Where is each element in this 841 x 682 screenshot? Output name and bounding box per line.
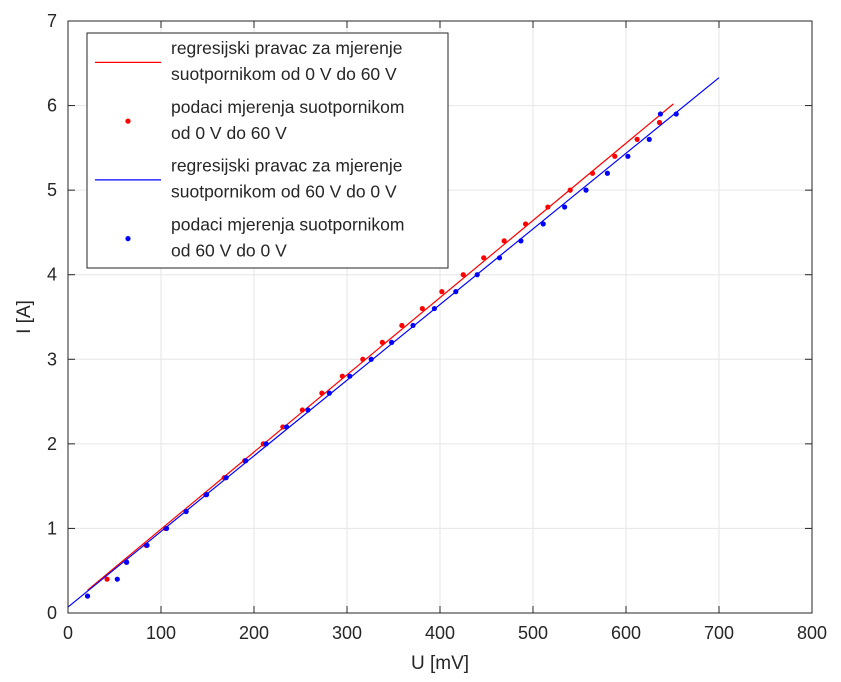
legend-label: regresijski pravac za mjerenje: [171, 156, 402, 176]
data-point-1: [339, 373, 345, 379]
legend-label: suotpornikom od 0 V do 60 V: [171, 64, 397, 84]
data-point-3: [84, 593, 91, 599]
data-point-3: [673, 111, 679, 117]
data-point-3: [368, 356, 374, 362]
legend: regresijski pravac za mjerenje suotpornik…: [86, 32, 449, 269]
data-point-1: [656, 119, 663, 126]
y-tick-label: 6: [47, 96, 57, 116]
y-tick-labels: 0 1 2 3 4 5 6 7: [47, 11, 57, 623]
data-point-3: [183, 508, 189, 515]
data-point-1: [589, 170, 596, 176]
data-point-1: [634, 136, 640, 142]
x-tick-labels: 0 100 200 300 400 500 600 700 800: [63, 623, 827, 643]
y-tick-label: 7: [47, 11, 57, 31]
data-point-1: [522, 221, 529, 227]
data-point-1: [419, 305, 425, 312]
data-point-3: [646, 136, 652, 142]
x-tick-label: 700: [704, 623, 734, 643]
data-point-3: [114, 576, 120, 582]
legend-label: podaci mjerenja suotpornikom: [171, 97, 404, 117]
data-point-3: [326, 390, 332, 396]
data-point-3: [410, 322, 416, 329]
legend-label: podaci mjerenja suotpornikom: [171, 214, 404, 234]
data-point-3: [431, 305, 438, 312]
data-point-1: [360, 356, 366, 362]
data-point-3: [283, 424, 290, 430]
data-point-3: [123, 559, 130, 565]
data-point-3: [263, 441, 269, 447]
x-tick-label: 0: [63, 623, 73, 643]
axes-box: [67, 20, 813, 614]
data-point-3: [203, 492, 210, 498]
y-tick-label: 4: [47, 265, 57, 285]
data-point-1: [460, 272, 466, 278]
y-tick-label: 1: [47, 518, 57, 538]
y-tick-label: 5: [47, 180, 57, 200]
x-tick-label: 400: [425, 623, 455, 643]
data-point-3: [223, 475, 229, 481]
data-point-1: [481, 255, 487, 261]
y-axis-label: I [A]: [14, 300, 35, 334]
data-point-1: [379, 339, 385, 345]
x-axis-label: U [mV]: [411, 653, 469, 674]
data-point-3: [453, 289, 459, 295]
y-tick-label: 0: [47, 603, 57, 623]
data-point-3: [496, 255, 503, 261]
data-point-3: [389, 339, 395, 345]
data-point-3: [163, 525, 170, 532]
data-point-1: [299, 407, 305, 413]
data-point-1: [612, 153, 618, 159]
data-point-3: [657, 111, 664, 117]
data-point-1: [280, 424, 286, 430]
plot-content: [67, 77, 720, 608]
data-point-3: [474, 272, 480, 278]
x-tick-label: 500: [518, 623, 548, 643]
legend-point-swatch: [125, 118, 131, 124]
x-tick-label: 200: [239, 623, 269, 643]
data-point-1: [545, 204, 551, 210]
x-tick-label: 800: [797, 623, 827, 643]
data-point-3: [518, 238, 524, 244]
data-point-3: [347, 373, 353, 379]
data-point-3: [540, 221, 546, 227]
y-tick-label: 2: [47, 434, 57, 454]
data-point-1: [567, 187, 573, 193]
legend-label: od 60 V do 0 V: [171, 240, 287, 260]
y-tick-label: 3: [47, 349, 57, 369]
x-tick-label: 600: [611, 623, 641, 643]
x-tick-label: 100: [146, 623, 176, 643]
data-point-3: [604, 170, 611, 176]
data-point-1: [501, 238, 507, 244]
data-point-1: [399, 322, 405, 329]
legend-point-swatch: [125, 236, 131, 242]
data-point-1: [104, 576, 110, 582]
legend-label: regresijski pravac za mjerenje: [171, 38, 402, 58]
data-point-3: [305, 407, 311, 413]
data-point-3: [562, 204, 568, 210]
data-point-3: [144, 542, 150, 548]
legend-label: suotpornikom od 60 V do 0 V: [171, 182, 397, 202]
data-point-1: [319, 390, 325, 396]
data-point-3: [243, 458, 249, 464]
data-point-3: [583, 187, 589, 193]
legend-box: [86, 32, 449, 269]
data-point-1: [439, 289, 445, 295]
legend-label: od 0 V do 60 V: [171, 123, 287, 143]
data-point-3: [625, 153, 631, 159]
x-tick-label: 300: [332, 623, 362, 643]
